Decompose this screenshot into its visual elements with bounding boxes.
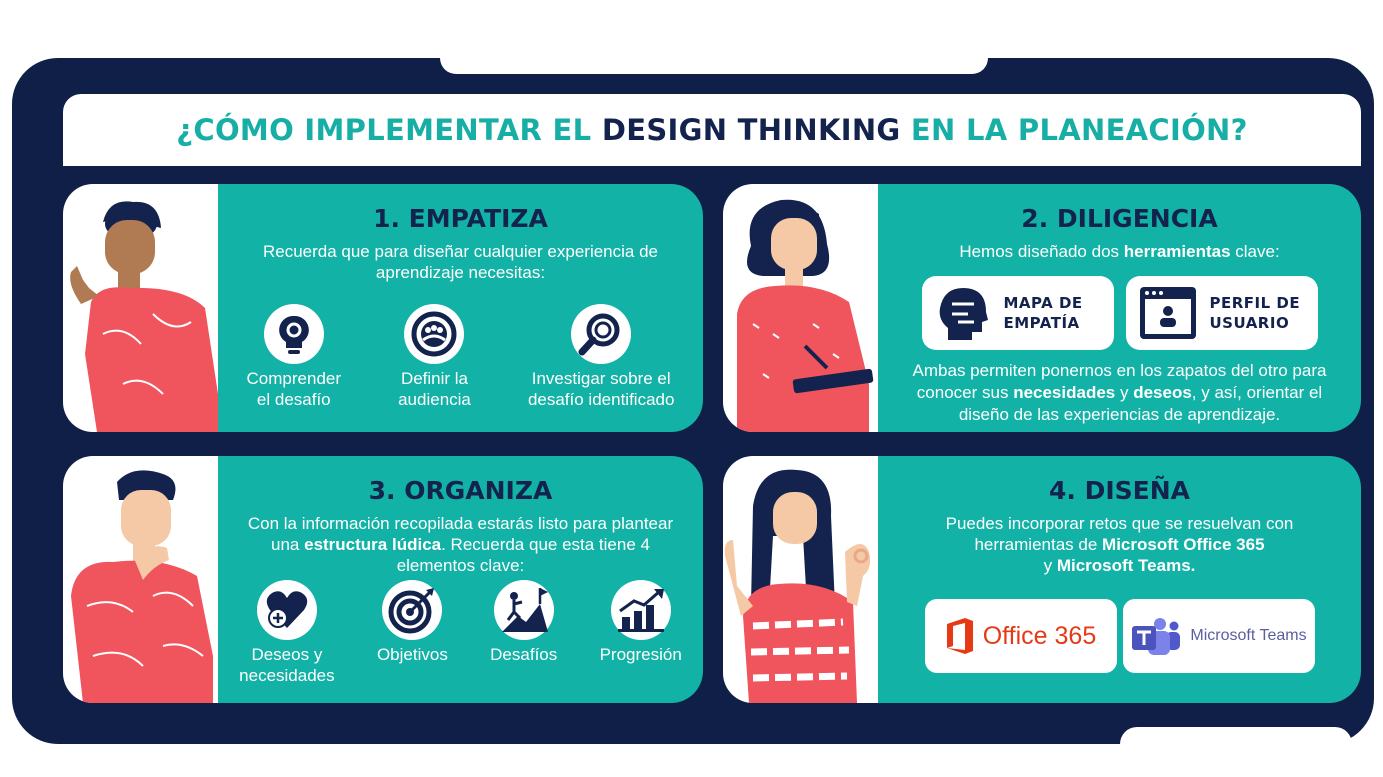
item-label: Desafíos bbox=[490, 645, 558, 664]
panel-lead: Recuerda que para diseñar cualquier expe… bbox=[262, 242, 659, 282]
head-map-icon bbox=[939, 288, 988, 340]
title-part: EN LA PLANEACIÓN? bbox=[900, 113, 1248, 147]
desc-bold: deseos bbox=[1133, 383, 1192, 402]
logo-text: Microsoft Teams bbox=[1190, 627, 1307, 644]
icon-row: Deseos y necesidades Objetivos Desafíos bbox=[218, 580, 703, 686]
user-profile-icon bbox=[1139, 287, 1196, 339]
growth-chart-icon bbox=[610, 580, 671, 640]
panel-heading: 3. ORGANIZA bbox=[368, 476, 553, 505]
item-label: el desafío bbox=[256, 390, 331, 409]
item-desafios: Desafíos bbox=[490, 580, 557, 686]
lead-text: Puedes incorporar retos que se resuelvan… bbox=[945, 514, 1294, 554]
tools-row: MAPA DE EMPATÍA PERFIL DE USUARIO bbox=[878, 276, 1361, 350]
tool-mapa-empatia: MAPA DE EMPATÍA bbox=[921, 276, 1114, 350]
lead-bold: Microsoft Teams. bbox=[1056, 556, 1196, 575]
desc-bold: necesidades bbox=[1013, 383, 1116, 402]
title-part: ¿CÓMO IMPLEMENTAR EL bbox=[176, 113, 602, 147]
panel-organiza: 3. ORGANIZA Con la información recopilad… bbox=[63, 456, 703, 703]
item-label: Objetivos bbox=[376, 645, 448, 664]
item-label: desafío identificado bbox=[527, 390, 675, 409]
lead-text: clave: bbox=[1230, 242, 1280, 261]
woman-ok-gesture-illustration bbox=[723, 456, 878, 703]
tool-line: MAPA DE bbox=[1003, 294, 1083, 312]
panel-content: 4. DISEÑA Puedes incorporar retos que se… bbox=[878, 456, 1361, 703]
frame-notch bbox=[440, 58, 988, 74]
item-investigar: Investigar sobre el desafío identificado bbox=[527, 304, 675, 410]
item-label: Investigar sobre el bbox=[531, 369, 671, 388]
panel-heading: 4. DISEÑA bbox=[1048, 476, 1190, 505]
tool-line: PERFIL DE bbox=[1209, 294, 1301, 312]
man-thinking-illustration bbox=[63, 184, 218, 432]
audience-target-icon bbox=[404, 304, 465, 364]
icon-row: Comprender el desafío Definir la audienc… bbox=[218, 304, 703, 410]
item-deseos: Deseos y necesidades bbox=[239, 580, 335, 686]
heart-plus-icon bbox=[256, 580, 317, 640]
tool-label: MAPA DE EMPATÍA bbox=[1004, 293, 1083, 333]
item-definir: Definir la audiencia bbox=[398, 304, 471, 410]
item-label: Definir la bbox=[400, 369, 469, 388]
panel-content: 1. EMPATIZA Recuerda que para diseñar cu… bbox=[218, 184, 703, 432]
tool-label: PERFIL DE USUARIO bbox=[1210, 293, 1301, 333]
panel-description: Ambas permiten ponernos en los zapatos d… bbox=[878, 360, 1361, 426]
office-365-logo: Office 365 bbox=[924, 599, 1117, 673]
page-title: ¿CÓMO IMPLEMENTAR EL DESIGN THINKING EN … bbox=[176, 113, 1248, 147]
teams-logo-icon bbox=[1132, 618, 1181, 655]
frame-notch bbox=[1120, 727, 1352, 744]
lead-bold: Microsoft Office 365 bbox=[1102, 535, 1265, 554]
panel-lead: Hemos diseñado dos herramientas clave: bbox=[878, 241, 1361, 262]
panel-lead: Con la información recopilada estarás li… bbox=[218, 513, 703, 576]
bulb-gear-icon bbox=[263, 304, 324, 364]
panel-disena: 4. DISEÑA Puedes incorporar retos que se… bbox=[723, 456, 1361, 703]
lead-text: . Recuerda que esta tiene 4 elementos cl… bbox=[396, 535, 650, 575]
panel-content: 3. ORGANIZA Con la información recopilad… bbox=[218, 456, 703, 703]
desc-text: , y así, orientar el diseño de las exper… bbox=[958, 383, 1323, 424]
item-label: Deseos y bbox=[251, 645, 323, 664]
panel-diligencia: 2. DILIGENCIA Hemos diseñado dos herrami… bbox=[723, 184, 1361, 432]
panel-empatiza: 1. EMPATIZA Recuerda que para diseñar cu… bbox=[63, 184, 703, 432]
panel-heading: 2. DILIGENCIA bbox=[1021, 204, 1218, 233]
title-part: DESIGN THINKING bbox=[601, 113, 901, 147]
woman-writing-illustration bbox=[723, 184, 878, 432]
desc-text: y bbox=[1115, 383, 1134, 402]
lead-bold: herramientas bbox=[1123, 242, 1231, 261]
item-label: necesidades bbox=[239, 666, 335, 685]
title-bar: ¿CÓMO IMPLEMENTAR EL DESIGN THINKING EN … bbox=[63, 94, 1361, 166]
panel-content: 2. DILIGENCIA Hemos diseñado dos herrami… bbox=[878, 184, 1361, 432]
item-label: audiencia bbox=[398, 390, 471, 409]
item-progresion: Progresión bbox=[600, 580, 682, 686]
lead-text: Hemos diseñado dos bbox=[959, 242, 1124, 261]
item-label: Comprender bbox=[246, 369, 342, 388]
target-icon bbox=[382, 580, 443, 640]
desc-text: Ambas permiten ponernos en los zapatos d… bbox=[912, 361, 1327, 402]
office-logo-icon bbox=[946, 618, 973, 654]
microsoft-teams-logo: Microsoft Teams bbox=[1122, 599, 1315, 673]
tool-line: USUARIO bbox=[1209, 314, 1290, 332]
panel-lead: Puedes incorporar retos que se resuelvan… bbox=[878, 513, 1361, 576]
logos-row: Office 365 Microsoft Teams bbox=[878, 599, 1361, 673]
man-pondering-illustration bbox=[63, 456, 218, 703]
item-comprender: Comprender el desafío bbox=[246, 304, 342, 410]
lead-text: Con la información recopilada estarás li… bbox=[247, 514, 674, 554]
tool-line: EMPATÍA bbox=[1003, 314, 1080, 332]
item-objetivos: Objetivos bbox=[377, 580, 448, 686]
lead-text: y bbox=[1043, 556, 1057, 575]
magnifier-icon bbox=[571, 304, 632, 364]
lead-bold: estructura lúdica bbox=[304, 535, 442, 554]
item-label: Progresión bbox=[599, 645, 682, 664]
climber-flag-icon bbox=[493, 580, 554, 640]
tool-perfil-usuario: PERFIL DE USUARIO bbox=[1125, 276, 1318, 350]
logo-text: Office 365 bbox=[982, 621, 1097, 650]
panel-heading: 1. EMPATIZA bbox=[373, 204, 548, 233]
